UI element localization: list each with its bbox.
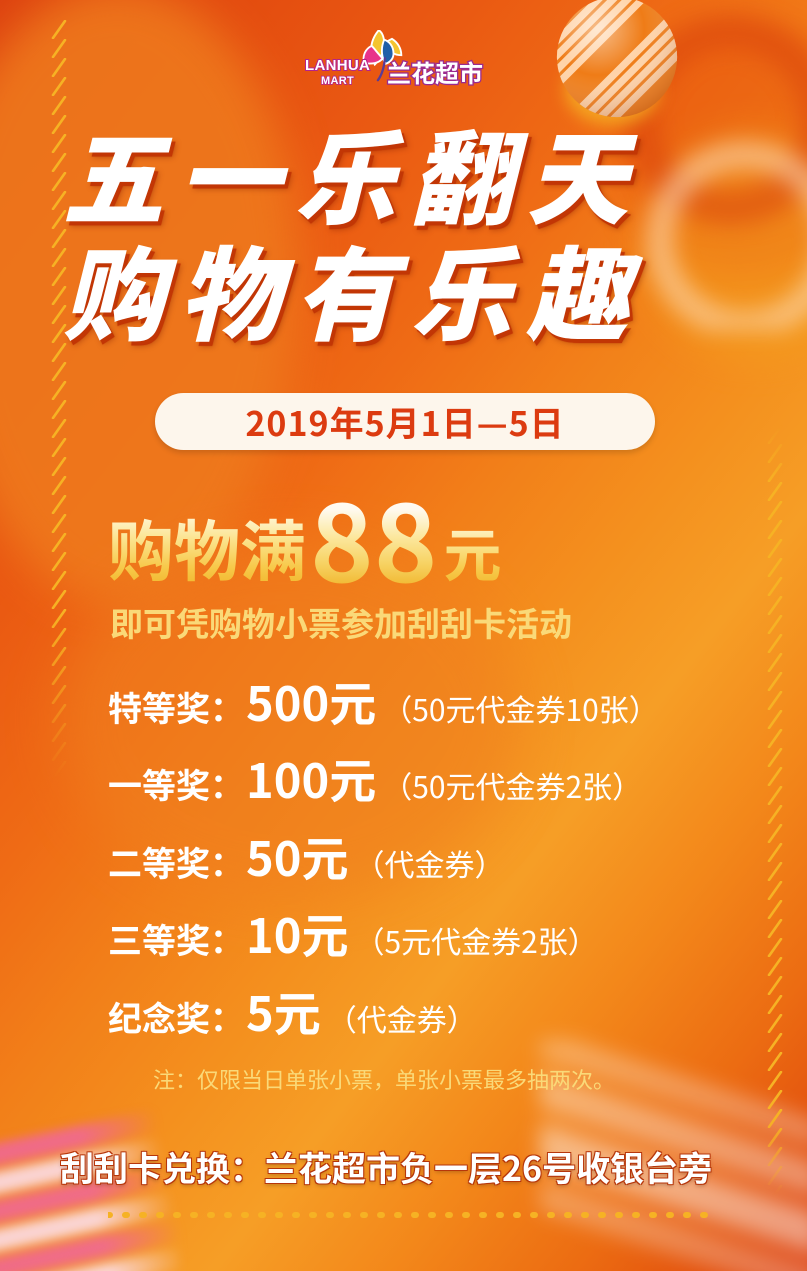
svg-text:兰花超市: 兰花超市 (387, 54, 483, 89)
svg-text:LANHUA: LANHUA (305, 57, 370, 74)
svg-text:MART: MART (321, 75, 354, 87)
